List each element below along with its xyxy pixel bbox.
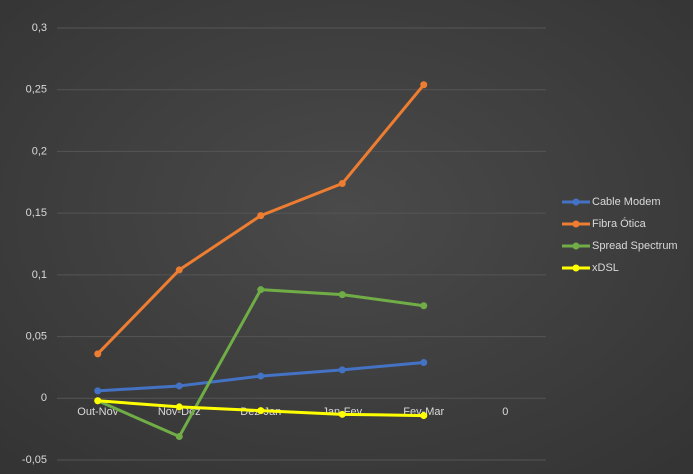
y-tick-label: 0	[41, 392, 47, 404]
x-tick-label: Out-Nov	[77, 406, 118, 418]
series-marker	[338, 291, 346, 299]
y-tick-label: 0,2	[32, 145, 47, 157]
series-marker	[338, 180, 346, 188]
series-marker	[420, 412, 428, 420]
series-marker	[338, 366, 346, 374]
legend-label: Spread Spectrum	[592, 240, 678, 252]
series-marker	[175, 382, 183, 390]
series-marker	[257, 407, 265, 415]
series-marker	[338, 410, 346, 418]
y-tick-label: -0,05	[22, 454, 47, 466]
y-tick-label: 0,3	[32, 22, 47, 34]
series-marker	[257, 212, 265, 220]
y-tick-label: 0,05	[26, 330, 47, 342]
legend-marker	[572, 242, 580, 250]
series-marker	[175, 266, 183, 274]
series-marker	[94, 350, 102, 358]
series-marker	[420, 358, 428, 366]
series-marker	[257, 286, 265, 294]
legend-label: xDSL	[592, 262, 619, 274]
legend-marker	[572, 198, 580, 206]
series-marker	[175, 433, 183, 441]
legend-label: Cable Modem	[592, 196, 660, 208]
y-tick-label: 0,15	[26, 207, 47, 219]
series-marker	[94, 387, 102, 395]
y-tick-label: 0,1	[32, 269, 47, 281]
series-marker	[94, 397, 102, 405]
series-marker	[420, 302, 428, 310]
x-tick-label: 0	[502, 406, 508, 418]
legend-marker	[572, 220, 580, 228]
legend-label: Fibra Ótica	[592, 217, 647, 230]
y-tick-label: 0,25	[26, 84, 47, 96]
series-marker	[420, 81, 428, 89]
legend-marker	[572, 264, 580, 272]
series-marker	[175, 403, 183, 411]
series-marker	[257, 372, 265, 380]
